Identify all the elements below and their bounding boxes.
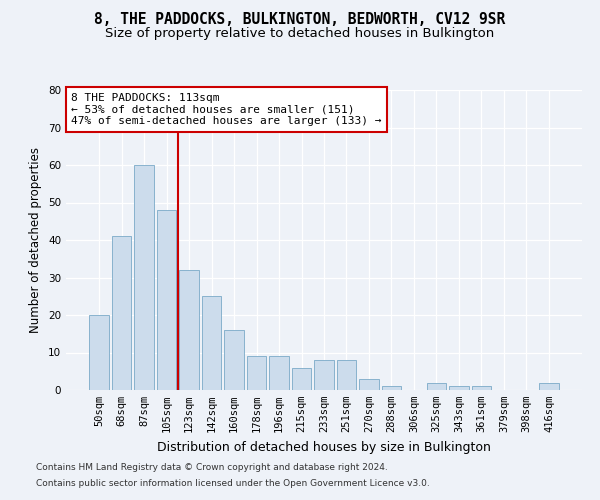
Bar <box>157 210 176 390</box>
Bar <box>134 165 154 390</box>
Bar <box>337 360 356 390</box>
Bar <box>359 379 379 390</box>
Bar <box>449 386 469 390</box>
Bar <box>382 386 401 390</box>
Bar <box>224 330 244 390</box>
Bar <box>89 315 109 390</box>
Text: Contains public sector information licensed under the Open Government Licence v3: Contains public sector information licen… <box>36 478 430 488</box>
Text: Size of property relative to detached houses in Bulkington: Size of property relative to detached ho… <box>106 28 494 40</box>
Bar <box>179 270 199 390</box>
Y-axis label: Number of detached properties: Number of detached properties <box>29 147 43 333</box>
Bar <box>247 356 266 390</box>
X-axis label: Distribution of detached houses by size in Bulkington: Distribution of detached houses by size … <box>157 440 491 454</box>
Bar <box>269 356 289 390</box>
Bar <box>112 236 131 390</box>
Bar <box>202 296 221 390</box>
Text: 8, THE PADDOCKS, BULKINGTON, BEDWORTH, CV12 9SR: 8, THE PADDOCKS, BULKINGTON, BEDWORTH, C… <box>94 12 506 28</box>
Text: 8 THE PADDOCKS: 113sqm
← 53% of detached houses are smaller (151)
47% of semi-de: 8 THE PADDOCKS: 113sqm ← 53% of detached… <box>71 93 382 126</box>
Bar <box>472 386 491 390</box>
Text: Contains HM Land Registry data © Crown copyright and database right 2024.: Contains HM Land Registry data © Crown c… <box>36 464 388 472</box>
Bar <box>292 368 311 390</box>
Bar <box>427 382 446 390</box>
Bar <box>539 382 559 390</box>
Bar <box>314 360 334 390</box>
